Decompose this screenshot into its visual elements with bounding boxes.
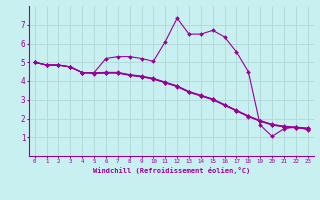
X-axis label: Windchill (Refroidissement éolien,°C): Windchill (Refroidissement éolien,°C)	[92, 167, 250, 174]
